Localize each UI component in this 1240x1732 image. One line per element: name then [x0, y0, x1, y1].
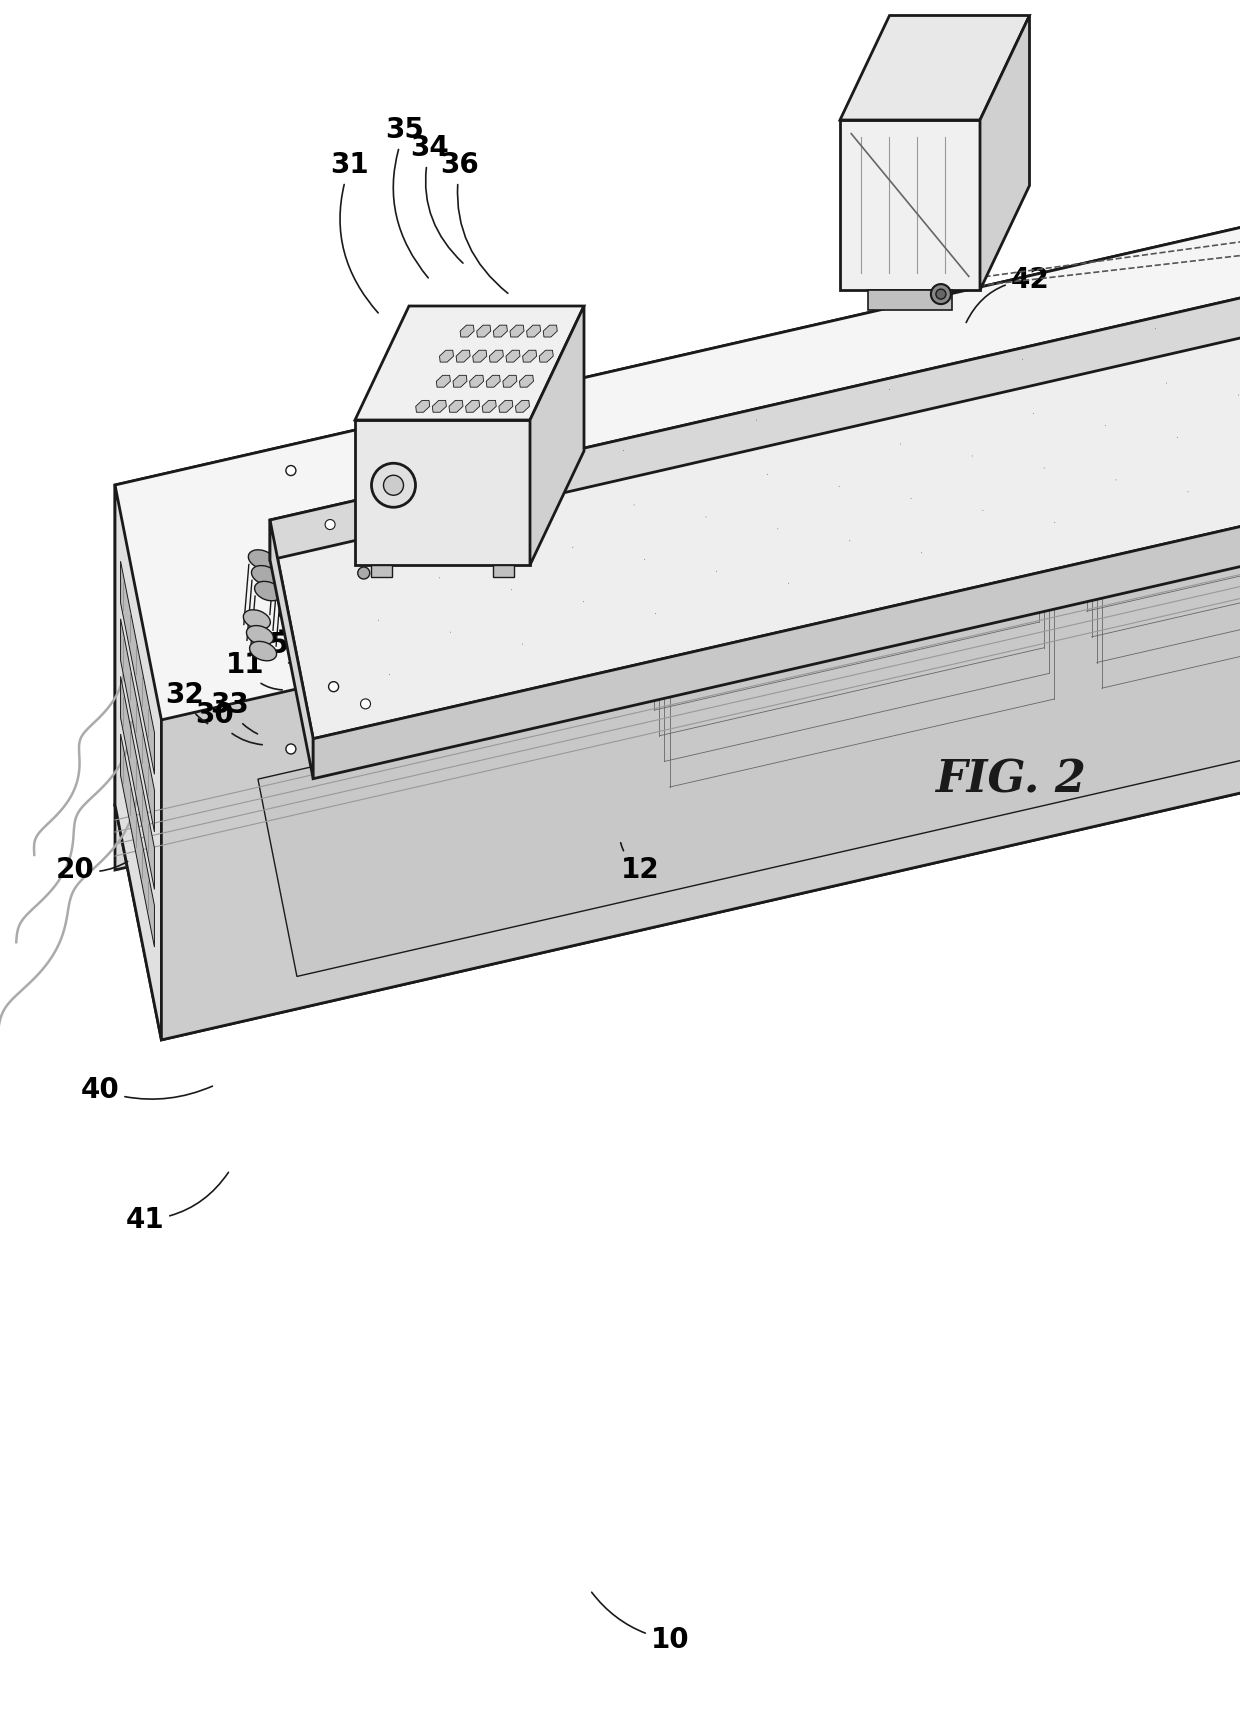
Circle shape: [325, 520, 335, 530]
Polygon shape: [439, 350, 454, 362]
Polygon shape: [460, 326, 474, 338]
Circle shape: [329, 682, 339, 691]
Text: 12: 12: [621, 843, 660, 883]
Polygon shape: [490, 350, 503, 362]
Polygon shape: [520, 376, 533, 388]
Polygon shape: [115, 0, 1240, 721]
Text: 41: 41: [125, 1173, 228, 1233]
Polygon shape: [120, 734, 155, 947]
Circle shape: [383, 475, 403, 495]
Ellipse shape: [248, 549, 275, 570]
Polygon shape: [529, 307, 584, 565]
Polygon shape: [415, 400, 430, 412]
Polygon shape: [839, 16, 1029, 120]
Polygon shape: [522, 350, 537, 362]
Polygon shape: [314, 90, 1240, 779]
Text: 33: 33: [211, 691, 258, 734]
Circle shape: [936, 289, 946, 300]
Polygon shape: [371, 565, 392, 577]
Polygon shape: [482, 400, 496, 412]
Text: 34: 34: [410, 133, 463, 263]
Polygon shape: [839, 120, 980, 289]
Text: 40: 40: [81, 1076, 212, 1103]
Polygon shape: [453, 376, 467, 388]
Circle shape: [931, 284, 951, 305]
Polygon shape: [120, 677, 155, 890]
Text: 15: 15: [250, 630, 298, 665]
Circle shape: [286, 745, 296, 753]
Polygon shape: [115, 9, 1240, 869]
Ellipse shape: [254, 582, 281, 601]
Circle shape: [361, 700, 371, 708]
Polygon shape: [503, 376, 517, 388]
Polygon shape: [506, 350, 520, 362]
Text: 37: 37: [366, 703, 414, 759]
Polygon shape: [470, 376, 484, 388]
Polygon shape: [543, 326, 557, 338]
Polygon shape: [868, 289, 952, 310]
Polygon shape: [476, 326, 491, 338]
Polygon shape: [516, 400, 529, 412]
Polygon shape: [645, 374, 1060, 620]
Polygon shape: [449, 400, 463, 412]
Text: 14: 14: [415, 701, 487, 731]
Ellipse shape: [249, 641, 277, 662]
Ellipse shape: [252, 566, 279, 585]
Polygon shape: [645, 374, 1028, 674]
Ellipse shape: [247, 625, 274, 644]
Polygon shape: [1076, 275, 1240, 521]
Circle shape: [286, 466, 296, 476]
Polygon shape: [270, 520, 314, 779]
Text: 35: 35: [386, 116, 428, 277]
Text: 10: 10: [591, 1592, 689, 1654]
Polygon shape: [120, 618, 155, 831]
Polygon shape: [120, 561, 155, 774]
Polygon shape: [472, 350, 487, 362]
Polygon shape: [436, 376, 450, 388]
Polygon shape: [456, 350, 470, 362]
Polygon shape: [115, 485, 161, 1039]
Polygon shape: [433, 400, 446, 412]
Text: 20: 20: [56, 856, 128, 883]
Polygon shape: [486, 376, 500, 388]
Polygon shape: [494, 565, 515, 577]
Circle shape: [372, 462, 415, 507]
Polygon shape: [539, 350, 553, 362]
Polygon shape: [494, 326, 507, 338]
Circle shape: [358, 566, 370, 578]
Polygon shape: [161, 0, 1240, 1039]
Polygon shape: [270, 0, 1240, 740]
Text: 36: 36: [440, 151, 508, 293]
Ellipse shape: [243, 610, 270, 629]
Polygon shape: [980, 16, 1029, 289]
Text: 32: 32: [166, 681, 207, 724]
Polygon shape: [498, 400, 513, 412]
Polygon shape: [258, 47, 1240, 977]
Text: 42: 42: [966, 267, 1049, 322]
Polygon shape: [527, 326, 541, 338]
Text: 11: 11: [226, 651, 283, 689]
Polygon shape: [355, 307, 584, 419]
Text: 30: 30: [196, 701, 262, 745]
Text: 31: 31: [331, 151, 378, 313]
Polygon shape: [510, 326, 525, 338]
Polygon shape: [270, 0, 1240, 559]
Text: 13: 13: [275, 611, 337, 648]
Text: FIG. 2: FIG. 2: [935, 759, 1085, 802]
Polygon shape: [465, 400, 480, 412]
Polygon shape: [355, 419, 529, 565]
Polygon shape: [115, 0, 1240, 805]
Polygon shape: [115, 9, 1240, 1039]
Polygon shape: [1076, 275, 1240, 573]
